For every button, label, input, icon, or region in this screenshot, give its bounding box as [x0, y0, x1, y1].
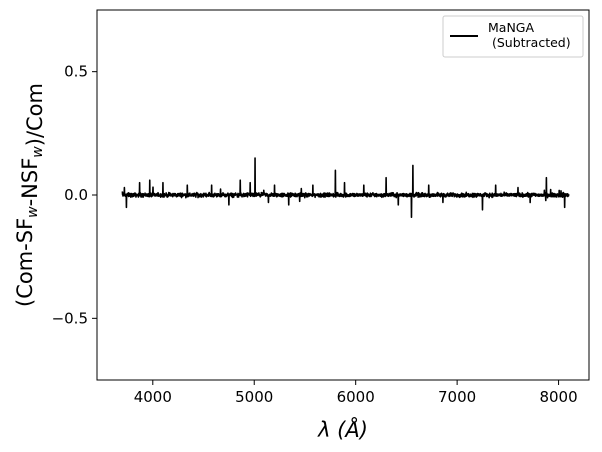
y-tick-label: 0.5 [64, 63, 88, 81]
legend-entry-label: MaNGA (Subtracted) [488, 20, 571, 50]
plot-area: 4000 5000 6000 7000 8000 −0.5 0.0 0.5 [52, 9, 590, 406]
y-tick-label: −0.5 [52, 309, 88, 327]
x-tick-label: 6000 [337, 388, 375, 406]
y-tick-label: 0.0 [64, 186, 88, 204]
x-tick-label: 5000 [235, 388, 273, 406]
x-axis-label: λ (Å) [317, 416, 368, 442]
x-tick-label: 8000 [539, 388, 577, 406]
x-axis-ticks: 4000 5000 6000 7000 8000 [134, 380, 578, 406]
series-line-manga-subtracted [121, 157, 570, 218]
legend-box [442, 15, 584, 58]
y-axis-ticks: −0.5 0.0 0.5 [52, 63, 97, 327]
legend: MaNGA (Subtracted) [442, 15, 584, 58]
x-tick-label: 7000 [438, 388, 476, 406]
x-tick-label: 4000 [134, 388, 172, 406]
series-layer [121, 157, 570, 218]
y-axis-label: (Com-SFw-NSFw)/Com [13, 83, 47, 307]
